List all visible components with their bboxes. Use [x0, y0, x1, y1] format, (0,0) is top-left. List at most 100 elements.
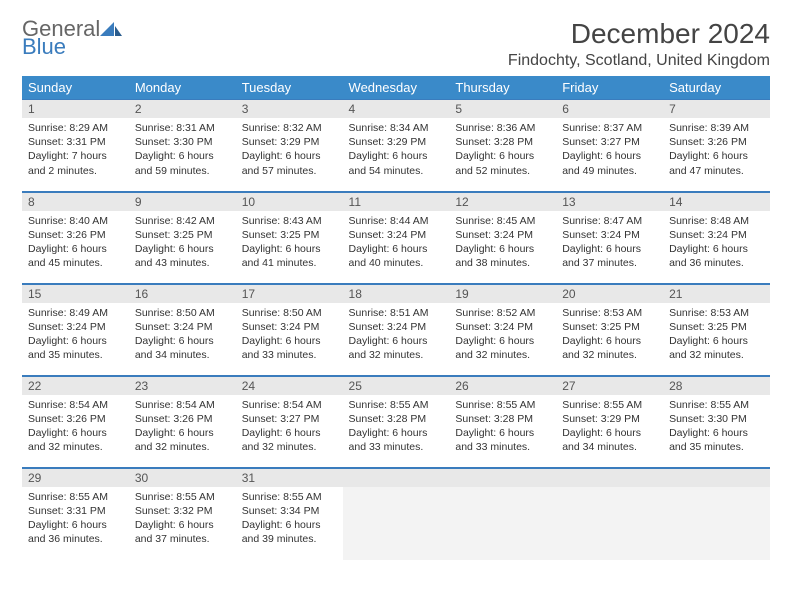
calendar-day-cell: 29Sunrise: 8:55 AMSunset: 3:31 PMDayligh…	[22, 467, 129, 559]
daylight-text: Daylight: 6 hours and 52 minutes.	[455, 149, 550, 177]
calendar-day-cell: 1Sunrise: 8:29 AMSunset: 3:31 PMDaylight…	[22, 99, 129, 191]
daylight-text: Daylight: 6 hours and 32 minutes.	[135, 426, 230, 454]
day-body: Sunrise: 8:49 AMSunset: 3:24 PMDaylight:…	[22, 303, 129, 367]
calendar-week-row: 22Sunrise: 8:54 AMSunset: 3:26 PMDayligh…	[22, 375, 770, 467]
daylight-text: Daylight: 6 hours and 32 minutes.	[669, 334, 764, 362]
day-number: 6	[556, 99, 663, 118]
day-number: 15	[22, 284, 129, 303]
day-body: Sunrise: 8:53 AMSunset: 3:25 PMDaylight:…	[663, 303, 770, 367]
day-number: 8	[22, 192, 129, 211]
day-number: 29	[22, 468, 129, 487]
sunset-text: Sunset: 3:25 PM	[242, 228, 337, 242]
sunset-text: Sunset: 3:34 PM	[242, 504, 337, 518]
calendar-day-cell: 24Sunrise: 8:54 AMSunset: 3:27 PMDayligh…	[236, 375, 343, 467]
calendar-day-cell: 2Sunrise: 8:31 AMSunset: 3:30 PMDaylight…	[129, 99, 236, 191]
day-number-empty	[663, 468, 770, 487]
sunset-text: Sunset: 3:32 PM	[135, 504, 230, 518]
day-body: Sunrise: 8:52 AMSunset: 3:24 PMDaylight:…	[449, 303, 556, 367]
day-number: 21	[663, 284, 770, 303]
day-body: Sunrise: 8:31 AMSunset: 3:30 PMDaylight:…	[129, 118, 236, 182]
weekday-header: Monday	[129, 76, 236, 99]
calendar-day-cell: 21Sunrise: 8:53 AMSunset: 3:25 PMDayligh…	[663, 283, 770, 375]
sunset-text: Sunset: 3:29 PM	[242, 135, 337, 149]
calendar-day-cell: 11Sunrise: 8:44 AMSunset: 3:24 PMDayligh…	[343, 191, 450, 283]
daylight-text: Daylight: 6 hours and 37 minutes.	[135, 518, 230, 546]
logo: General Blue	[22, 18, 122, 58]
sunrise-text: Sunrise: 8:55 AM	[562, 398, 657, 412]
weekday-header: Saturday	[663, 76, 770, 99]
sunrise-text: Sunrise: 8:40 AM	[28, 214, 123, 228]
calendar-table: Sunday Monday Tuesday Wednesday Thursday…	[22, 76, 770, 559]
day-number: 20	[556, 284, 663, 303]
sunset-text: Sunset: 3:24 PM	[349, 320, 444, 334]
daylight-text: Daylight: 6 hours and 36 minutes.	[28, 518, 123, 546]
day-number-empty	[343, 468, 450, 487]
calendar-day-cell: 25Sunrise: 8:55 AMSunset: 3:28 PMDayligh…	[343, 375, 450, 467]
day-body-empty	[556, 487, 663, 561]
daylight-text: Daylight: 6 hours and 39 minutes.	[242, 518, 337, 546]
day-number: 18	[343, 284, 450, 303]
day-body-empty	[663, 487, 770, 561]
day-body: Sunrise: 8:54 AMSunset: 3:26 PMDaylight:…	[22, 395, 129, 459]
calendar-day-cell: 30Sunrise: 8:55 AMSunset: 3:32 PMDayligh…	[129, 467, 236, 559]
weekday-header: Wednesday	[343, 76, 450, 99]
sunset-text: Sunset: 3:24 PM	[562, 228, 657, 242]
day-number: 26	[449, 376, 556, 395]
calendar-day-cell: 14Sunrise: 8:48 AMSunset: 3:24 PMDayligh…	[663, 191, 770, 283]
daylight-text: Daylight: 6 hours and 37 minutes.	[562, 242, 657, 270]
calendar-day-cell: 18Sunrise: 8:51 AMSunset: 3:24 PMDayligh…	[343, 283, 450, 375]
calendar-day-cell: 28Sunrise: 8:55 AMSunset: 3:30 PMDayligh…	[663, 375, 770, 467]
day-body: Sunrise: 8:43 AMSunset: 3:25 PMDaylight:…	[236, 211, 343, 275]
sunrise-text: Sunrise: 8:55 AM	[242, 490, 337, 504]
sunset-text: Sunset: 3:24 PM	[135, 320, 230, 334]
sunset-text: Sunset: 3:27 PM	[242, 412, 337, 426]
day-body: Sunrise: 8:50 AMSunset: 3:24 PMDaylight:…	[236, 303, 343, 367]
logo-sail-icon	[100, 18, 122, 40]
day-number-empty	[449, 468, 556, 487]
sunrise-text: Sunrise: 8:37 AM	[562, 121, 657, 135]
sunset-text: Sunset: 3:24 PM	[349, 228, 444, 242]
sunset-text: Sunset: 3:24 PM	[28, 320, 123, 334]
calendar-day-cell: 15Sunrise: 8:49 AMSunset: 3:24 PMDayligh…	[22, 283, 129, 375]
sunset-text: Sunset: 3:29 PM	[562, 412, 657, 426]
daylight-text: Daylight: 6 hours and 32 minutes.	[242, 426, 337, 454]
day-body: Sunrise: 8:55 AMSunset: 3:34 PMDaylight:…	[236, 487, 343, 551]
daylight-text: Daylight: 6 hours and 35 minutes.	[669, 426, 764, 454]
day-number: 31	[236, 468, 343, 487]
day-number: 25	[343, 376, 450, 395]
sunrise-text: Sunrise: 8:47 AM	[562, 214, 657, 228]
sunset-text: Sunset: 3:28 PM	[455, 412, 550, 426]
calendar-day-cell: 17Sunrise: 8:50 AMSunset: 3:24 PMDayligh…	[236, 283, 343, 375]
calendar-day-cell: 31Sunrise: 8:55 AMSunset: 3:34 PMDayligh…	[236, 467, 343, 559]
calendar-day-cell: 6Sunrise: 8:37 AMSunset: 3:27 PMDaylight…	[556, 99, 663, 191]
sunrise-text: Sunrise: 8:32 AM	[242, 121, 337, 135]
header: General Blue December 2024 Findochty, Sc…	[22, 18, 770, 70]
daylight-text: Daylight: 6 hours and 33 minutes.	[242, 334, 337, 362]
calendar-day-cell: 7Sunrise: 8:39 AMSunset: 3:26 PMDaylight…	[663, 99, 770, 191]
title-block: December 2024 Findochty, Scotland, Unite…	[508, 18, 770, 70]
sunrise-text: Sunrise: 8:34 AM	[349, 121, 444, 135]
calendar-day-cell: 9Sunrise: 8:42 AMSunset: 3:25 PMDaylight…	[129, 191, 236, 283]
daylight-text: Daylight: 6 hours and 32 minutes.	[562, 334, 657, 362]
sunrise-text: Sunrise: 8:49 AM	[28, 306, 123, 320]
sunrise-text: Sunrise: 8:48 AM	[669, 214, 764, 228]
calendar-day-cell: 22Sunrise: 8:54 AMSunset: 3:26 PMDayligh…	[22, 375, 129, 467]
day-body: Sunrise: 8:47 AMSunset: 3:24 PMDaylight:…	[556, 211, 663, 275]
daylight-text: Daylight: 6 hours and 38 minutes.	[455, 242, 550, 270]
day-number: 4	[343, 99, 450, 118]
day-body: Sunrise: 8:42 AMSunset: 3:25 PMDaylight:…	[129, 211, 236, 275]
sunrise-text: Sunrise: 8:51 AM	[349, 306, 444, 320]
sunset-text: Sunset: 3:24 PM	[455, 228, 550, 242]
daylight-text: Daylight: 7 hours and 2 minutes.	[28, 149, 123, 177]
daylight-text: Daylight: 6 hours and 54 minutes.	[349, 149, 444, 177]
day-body: Sunrise: 8:36 AMSunset: 3:28 PMDaylight:…	[449, 118, 556, 182]
sunset-text: Sunset: 3:28 PM	[455, 135, 550, 149]
daylight-text: Daylight: 6 hours and 32 minutes.	[28, 426, 123, 454]
calendar-day-cell: 20Sunrise: 8:53 AMSunset: 3:25 PMDayligh…	[556, 283, 663, 375]
day-body: Sunrise: 8:29 AMSunset: 3:31 PMDaylight:…	[22, 118, 129, 182]
day-number: 22	[22, 376, 129, 395]
sunrise-text: Sunrise: 8:36 AM	[455, 121, 550, 135]
daylight-text: Daylight: 6 hours and 34 minutes.	[135, 334, 230, 362]
calendar-day-cell: 23Sunrise: 8:54 AMSunset: 3:26 PMDayligh…	[129, 375, 236, 467]
calendar-day-cell: 8Sunrise: 8:40 AMSunset: 3:26 PMDaylight…	[22, 191, 129, 283]
